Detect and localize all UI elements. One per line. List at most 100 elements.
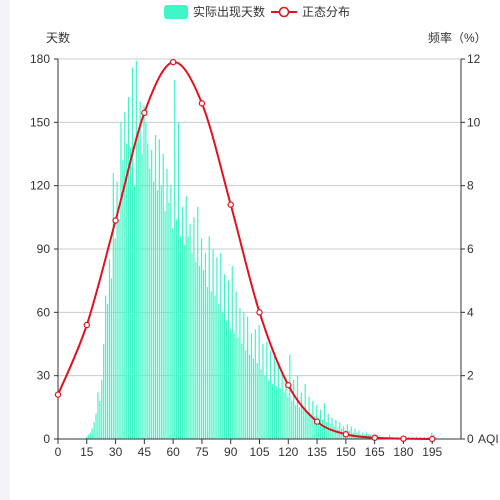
histogram-bar <box>258 325 260 439</box>
x-axis-name: AQI <box>478 432 499 446</box>
histogram-bar <box>160 185 162 439</box>
histogram-bar <box>197 206 199 439</box>
histogram-bar <box>172 227 174 439</box>
histogram-bar <box>283 392 285 439</box>
histogram-bar <box>181 206 183 439</box>
histogram-bar <box>252 358 254 439</box>
legend-label-normal: 正态分布 <box>302 5 350 19</box>
histogram-bar <box>358 430 360 439</box>
histogram-bar <box>166 168 168 439</box>
histogram-bar <box>101 379 103 439</box>
histogram-bar <box>110 278 112 439</box>
histogram-bar <box>126 143 128 439</box>
histogram-bar <box>114 238 116 439</box>
right-tick-label: 4 <box>467 305 474 319</box>
histogram-bar <box>202 270 205 439</box>
x-tick-label: 150 <box>336 445 356 459</box>
histogram-bar <box>139 101 141 439</box>
histogram-bars <box>85 61 437 440</box>
histogram-bar <box>183 244 185 439</box>
histogram-bar <box>333 426 335 439</box>
histogram-bar <box>222 312 224 439</box>
normal-curve-point <box>54 391 62 398</box>
histogram-bar <box>270 350 272 439</box>
histogram-bar <box>285 377 287 439</box>
histogram-bar <box>208 236 210 439</box>
histogram-bar <box>248 354 251 439</box>
legend[interactable]: 实际出现天数 正态分布 <box>164 4 350 19</box>
histogram-bar <box>154 135 157 439</box>
histogram-bar <box>243 312 245 439</box>
left-tick-label: 60 <box>37 305 51 319</box>
histogram-bar <box>262 344 264 439</box>
histogram-bar <box>141 154 143 439</box>
normal-curve-point <box>313 418 321 425</box>
histogram-bar <box>176 219 178 439</box>
histogram-bar <box>335 420 337 439</box>
x-tick-label: 45 <box>138 445 152 459</box>
histogram-bar <box>239 308 241 439</box>
histogram-bar <box>281 371 283 439</box>
histogram-bar <box>279 388 281 439</box>
x-tick-label: 120 <box>278 445 298 459</box>
histogram-bar <box>247 316 249 439</box>
right-tick-label: 2 <box>467 369 474 383</box>
histogram-bar <box>116 181 118 439</box>
histogram-bar <box>235 291 237 439</box>
histogram-bar <box>191 253 193 439</box>
histogram-bar <box>293 379 295 439</box>
x-tick-label: 195 <box>422 445 442 459</box>
normal-curve-point <box>400 435 407 442</box>
histogram-bar <box>137 132 139 439</box>
histogram-bar <box>323 403 325 439</box>
normal-curve-point <box>227 201 234 208</box>
normal-curve-point <box>342 431 350 438</box>
histogram-bar <box>318 417 320 439</box>
x-tick-label: 135 <box>307 445 327 459</box>
normal-curve-point <box>141 109 148 117</box>
histogram-bar <box>314 415 316 439</box>
normal-curve-point <box>256 309 263 316</box>
histogram-bar <box>124 111 126 440</box>
x-tick-label: 15 <box>80 445 94 459</box>
histogram-bar <box>339 422 341 439</box>
histogram-bar <box>95 413 97 439</box>
histogram-bar <box>331 417 333 439</box>
histogram-bar <box>185 196 187 439</box>
histogram-bar <box>200 238 203 439</box>
histogram-bar <box>231 265 233 439</box>
normal-curve <box>54 58 436 443</box>
histogram-bar <box>210 291 212 439</box>
x-tick-label: 60 <box>166 445 180 459</box>
histogram-bar <box>193 217 195 439</box>
histogram-bar <box>177 122 180 439</box>
x-tick-label: 75 <box>195 445 209 459</box>
left-tick-label: 150 <box>30 115 50 129</box>
histogram-bar <box>179 236 182 439</box>
histogram-bar <box>103 344 105 439</box>
right-tick-label: 6 <box>467 242 474 256</box>
histogram-bar <box>147 143 149 439</box>
histogram-bar <box>389 434 391 439</box>
x-tick-label: 0 <box>55 445 62 459</box>
left-tick-label: 30 <box>37 369 51 383</box>
histogram-bar <box>204 253 206 439</box>
histogram-bar <box>310 413 312 439</box>
histogram-bar <box>260 369 262 439</box>
histogram-bar <box>366 432 368 439</box>
histogram-bar <box>214 295 216 439</box>
x-tick-label: 165 <box>365 445 385 459</box>
normal-curve-point <box>429 435 436 443</box>
histogram-bar <box>354 428 356 439</box>
histogram-bar <box>256 363 258 439</box>
histogram-bar <box>143 105 145 439</box>
histogram-bar <box>151 149 153 439</box>
histogram-bar <box>304 384 306 439</box>
histogram-bar <box>295 405 297 439</box>
left-tick-label: 0 <box>43 432 50 446</box>
histogram-bar <box>223 274 226 439</box>
histogram-bar <box>321 420 324 439</box>
histogram-bar <box>164 211 166 439</box>
